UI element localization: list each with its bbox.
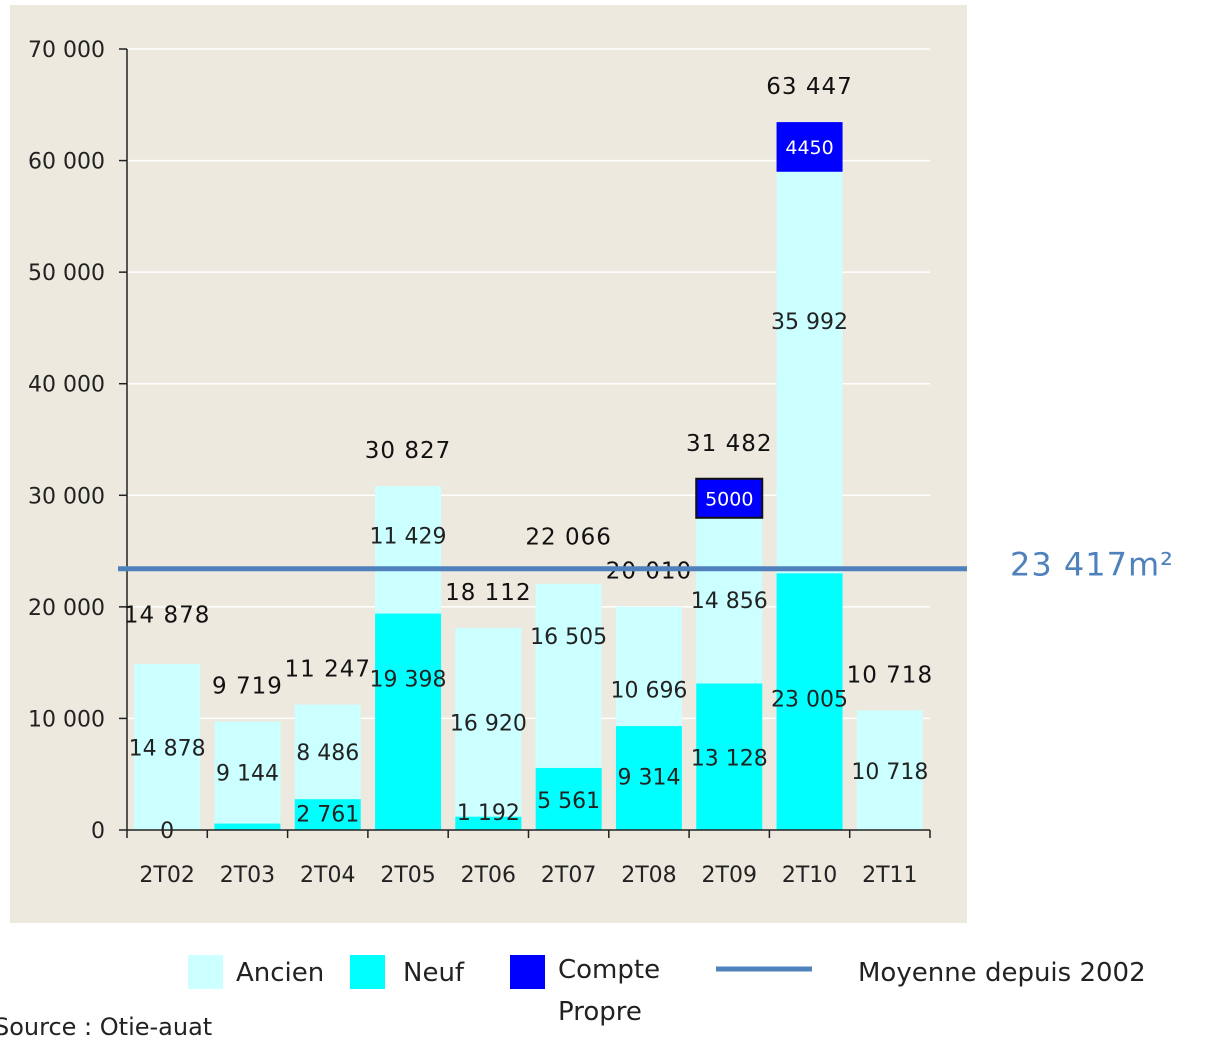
bar-ancien — [776, 171, 843, 574]
y-tick-label: 10 000 — [28, 707, 105, 732]
label-neuf: 2 761 — [296, 802, 359, 827]
label-total: 11 247 — [285, 657, 371, 683]
y-tick-label: 50 000 — [28, 261, 105, 286]
x-tick-label: 2T11 — [862, 863, 917, 888]
bars — [134, 122, 923, 830]
label-total: 20 010 — [606, 559, 692, 585]
label-ancien: 16 920 — [450, 711, 527, 736]
bar-ancien — [696, 517, 763, 684]
y-tick-label: 0 — [91, 819, 105, 844]
bar-neuf — [696, 683, 763, 830]
bar-ancien — [134, 664, 201, 830]
label-total: 63 447 — [766, 74, 852, 100]
bar-ancien — [856, 710, 923, 830]
x-tick-label: 2T07 — [541, 863, 596, 888]
x-tick-label: 2T03 — [220, 863, 275, 888]
legend: Ancien Neuf Compte Propre Moyenne depuis 200… — [188, 955, 1146, 1027]
label-neuf: 23 005 — [771, 687, 848, 712]
label-total: 30 827 — [365, 438, 451, 464]
label-ancien: 14 878 — [129, 736, 206, 761]
bar-ancien — [615, 606, 682, 727]
label-total: 14 878 — [124, 602, 210, 628]
x-tick-label: 2T10 — [782, 863, 837, 888]
legend-swatch-ancien — [188, 955, 223, 989]
label-neuf: 5 561 — [537, 789, 600, 814]
bar-compte-propre — [695, 477, 764, 519]
source-note: Source : Otie-auat — [0, 1013, 212, 1038]
bar-neuf — [375, 613, 442, 830]
label-total: 18 112 — [445, 580, 531, 606]
label-compte-propre: 4450 — [785, 137, 833, 159]
x-tick-label: 2T06 — [461, 863, 516, 888]
legend-label-compte-propre-line1: Compte — [558, 955, 660, 985]
label-neuf: 13 128 — [691, 746, 768, 771]
bar-neuf — [214, 823, 281, 830]
y-tick-label: 30 000 — [28, 484, 105, 509]
bar-ancien — [294, 704, 361, 800]
legend-label-moyenne: Moyenne depuis 2002 — [858, 958, 1146, 988]
x-tick-label: 2T09 — [702, 863, 757, 888]
bar-neuf — [615, 726, 682, 830]
bar-ancien — [375, 486, 442, 614]
legend-label-compte-propre-line2: Propre — [558, 997, 642, 1027]
legend-swatch-compte-propre — [510, 955, 545, 989]
axes: 0 10 000 20 000 30 000 40 000 50 000 60 000 70 … — [28, 38, 931, 888]
label-ancien: 10 718 — [851, 760, 928, 785]
average-line-group: 23 417m² — [118, 546, 1174, 584]
label-total: 31 482 — [686, 431, 772, 457]
x-tick-label: 2T08 — [621, 863, 676, 888]
label-total: 10 718 — [847, 662, 933, 688]
bar-ancien — [455, 627, 522, 817]
bar-ancien — [214, 721, 281, 824]
label-compte-propre: 5000 — [705, 488, 753, 510]
bar-compte-propre — [776, 122, 843, 172]
bar-neuf — [455, 816, 522, 830]
label-ancien: 35 992 — [771, 310, 848, 335]
label-ancien: 8 486 — [296, 741, 359, 766]
bar-neuf — [294, 799, 361, 830]
x-tick-label: 2T02 — [139, 863, 194, 888]
bar-neuf — [776, 573, 843, 830]
legend-label-ancien: Ancien — [236, 958, 324, 988]
bar-ancien — [535, 583, 602, 768]
bar-neuf — [535, 767, 602, 830]
label-ancien: 11 429 — [370, 524, 447, 549]
label-total: 22 066 — [525, 524, 611, 550]
label-neuf: 9 314 — [617, 765, 680, 790]
label-neuf: 19 398 — [370, 667, 447, 692]
label-ancien: 14 856 — [691, 589, 768, 614]
label-neuf: 1 192 — [457, 801, 520, 826]
y-tick-label: 70 000 — [28, 38, 105, 63]
y-tick-label: 60 000 — [28, 150, 105, 175]
average-label: 23 417m² — [1010, 546, 1174, 584]
legend-swatch-neuf — [350, 955, 385, 989]
label-neuf: 0 — [160, 819, 174, 844]
legend-label-neuf: Neuf — [403, 958, 465, 988]
y-tick-label: 20 000 — [28, 596, 105, 621]
label-ancien: 9 144 — [216, 762, 279, 787]
label-ancien: 10 696 — [610, 678, 687, 703]
y-tick-label: 40 000 — [28, 373, 105, 398]
x-tick-label: 2T05 — [380, 863, 435, 888]
label-ancien: 16 505 — [530, 625, 607, 650]
label-total: 9 719 — [212, 674, 283, 700]
x-tick-label: 2T04 — [300, 863, 355, 888]
